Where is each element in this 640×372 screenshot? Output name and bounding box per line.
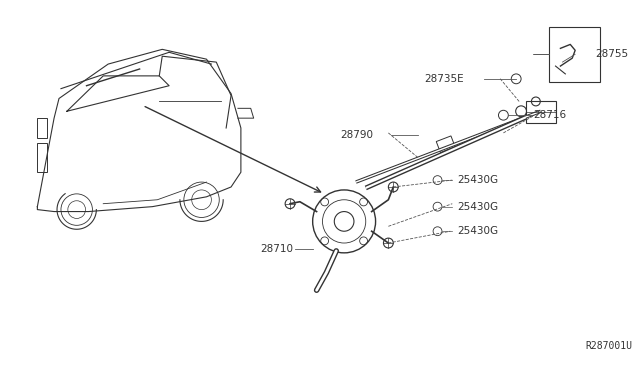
Text: 25430G: 25430G [457, 202, 499, 212]
Bar [526, 102, 556, 123]
Text: R287001U: R287001U [585, 341, 632, 351]
Text: 28716: 28716 [533, 110, 566, 120]
Bar [37, 143, 47, 172]
Bar [548, 27, 600, 82]
Text: 28735E: 28735E [424, 74, 464, 84]
Text: 28790: 28790 [340, 130, 374, 140]
Bar [436, 136, 455, 153]
Bar [37, 118, 47, 138]
Text: 25430G: 25430G [457, 175, 499, 185]
Text: 25430G: 25430G [457, 226, 499, 236]
Text: 28710: 28710 [260, 244, 293, 254]
Text: 28755: 28755 [595, 49, 628, 59]
